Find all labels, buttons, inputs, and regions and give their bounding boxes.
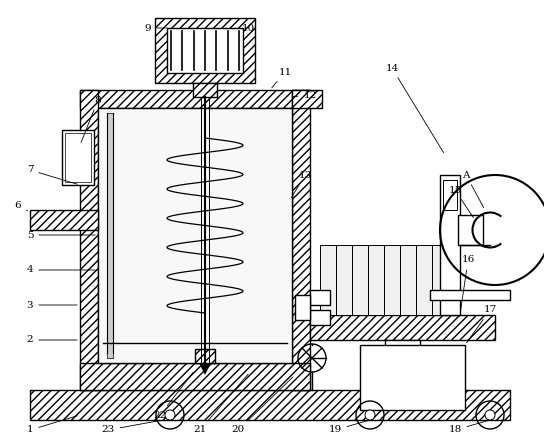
Bar xyxy=(80,363,310,390)
Text: 6: 6 xyxy=(15,201,28,210)
Circle shape xyxy=(165,410,175,420)
Text: 15: 15 xyxy=(448,186,473,218)
Text: 5: 5 xyxy=(27,230,95,240)
Bar xyxy=(167,28,243,73)
Bar xyxy=(385,340,420,370)
Bar xyxy=(430,290,510,300)
Bar xyxy=(30,390,510,420)
Text: 17: 17 xyxy=(467,306,497,343)
Bar xyxy=(320,245,336,315)
Polygon shape xyxy=(199,363,211,375)
Bar xyxy=(80,90,98,390)
Bar xyxy=(62,130,94,185)
Bar xyxy=(336,245,352,315)
Bar xyxy=(98,108,292,363)
Bar xyxy=(432,245,448,315)
Text: 4: 4 xyxy=(27,265,95,275)
Text: 10: 10 xyxy=(242,23,255,32)
Text: 14: 14 xyxy=(385,63,443,153)
Bar xyxy=(310,315,495,340)
Text: 2: 2 xyxy=(27,335,77,345)
Bar xyxy=(310,310,330,325)
Bar xyxy=(368,245,384,315)
Bar xyxy=(443,180,457,210)
Bar xyxy=(292,90,310,390)
Circle shape xyxy=(365,410,375,420)
Bar xyxy=(155,18,255,83)
Text: 18: 18 xyxy=(448,421,487,435)
Bar xyxy=(352,245,368,315)
Text: 3: 3 xyxy=(27,300,77,310)
Bar xyxy=(30,210,98,230)
Bar xyxy=(360,345,465,410)
Bar xyxy=(65,133,91,182)
Bar xyxy=(384,245,400,315)
Text: 7: 7 xyxy=(27,166,77,184)
Bar xyxy=(416,245,432,315)
Bar xyxy=(440,175,460,315)
Bar xyxy=(195,349,215,363)
Text: 1: 1 xyxy=(27,416,77,435)
Text: 8: 8 xyxy=(81,96,101,142)
Text: 22: 22 xyxy=(153,372,193,420)
Bar xyxy=(107,113,113,358)
Text: 16: 16 xyxy=(460,256,474,312)
Bar xyxy=(292,90,322,108)
Text: A: A xyxy=(462,171,484,208)
Bar xyxy=(193,83,217,97)
Bar xyxy=(400,245,416,315)
Text: 13: 13 xyxy=(292,171,312,198)
Text: 9: 9 xyxy=(145,23,167,32)
Circle shape xyxy=(485,410,495,420)
Text: 19: 19 xyxy=(329,421,367,435)
Text: 12: 12 xyxy=(293,90,317,100)
Text: 11: 11 xyxy=(272,67,292,88)
Bar xyxy=(310,290,330,305)
Text: 21: 21 xyxy=(193,374,248,435)
Bar xyxy=(80,90,310,108)
Bar xyxy=(458,215,483,245)
Bar xyxy=(295,295,310,320)
Text: 23: 23 xyxy=(101,420,160,435)
Text: 20: 20 xyxy=(231,377,293,435)
